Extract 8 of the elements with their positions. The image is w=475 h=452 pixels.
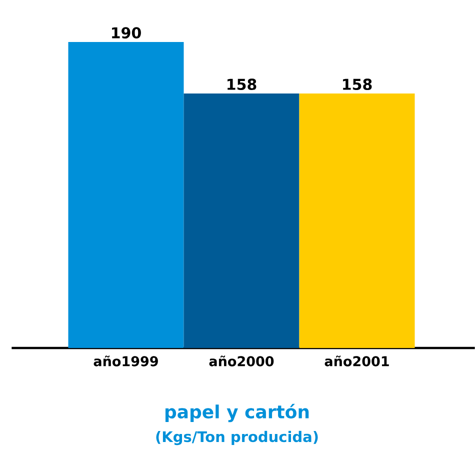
text: papel y cartón xyxy=(166,404,309,422)
data-label: 158 xyxy=(228,78,256,90)
x-tick-label: año2001 xyxy=(324,356,389,366)
x-tick-label: año2000 xyxy=(209,356,274,366)
x-tick-label: año1999 xyxy=(94,356,158,366)
text: (Kgs/Ton producida) xyxy=(156,430,318,446)
data-label: 190 xyxy=(112,27,141,38)
data-label: 158 xyxy=(343,78,372,90)
